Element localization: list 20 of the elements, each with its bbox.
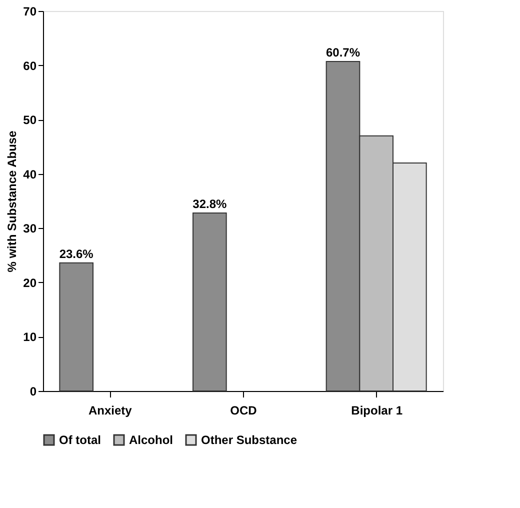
y-tick-label: 70 [23, 4, 37, 18]
legend-label: Alcohol [129, 433, 173, 447]
legend-label: Of total [59, 433, 101, 447]
x-tick-label: Bipolar 1 [351, 404, 403, 418]
bar [192, 212, 227, 392]
y-tick-label: 40 [23, 167, 37, 182]
data-label: 60.7% [326, 45, 360, 60]
y-axis-title: % with Substance Abuse [5, 130, 20, 272]
y-tick-label: 50 [23, 113, 37, 128]
data-label: 32.8% [192, 196, 228, 211]
y-tick-label: 30 [23, 222, 37, 236]
legend-label: Other Substance [201, 433, 298, 447]
x-tick-label: OCD [230, 404, 258, 418]
y-tick-label: 20 [23, 276, 37, 290]
y-tick-label: 0 [30, 384, 37, 398]
bar [59, 262, 94, 392]
y-tick-label: 10 [23, 330, 37, 344]
data-label: 23.6% [59, 246, 94, 261]
y-tick-label: 60 [23, 58, 37, 73]
x-tick-label: Anxiety [88, 404, 132, 418]
